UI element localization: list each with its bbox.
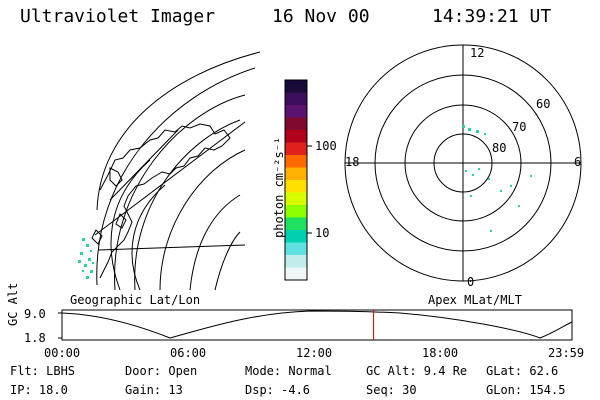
color-bar-segment (285, 242, 307, 256)
gc-alt-info: GC Alt: 9.4 Re (366, 364, 468, 378)
color-bar (285, 80, 307, 281)
geographic-map (78, 51, 261, 291)
color-bar-segment (285, 255, 307, 268)
mode-info: Mode: Normal (245, 364, 332, 378)
color-bar-segment (285, 205, 307, 218)
timeline-axis-label: GC Alt (6, 282, 20, 326)
date-label: 16 Nov 00 (272, 6, 370, 27)
mlt-label-12: 12 (470, 46, 485, 60)
color-bar-segment (285, 130, 307, 143)
color-bar-frame (284, 79, 308, 281)
aurora-dots-polar (462, 125, 532, 232)
color-bar-segment (285, 267, 307, 281)
seq-info: Seq: 30 (366, 383, 417, 397)
timeline-frame (61, 309, 573, 341)
color-bar-segment (285, 167, 307, 181)
color-bar-segment (285, 155, 307, 168)
mlt-label-0: 0 (467, 275, 475, 289)
timeline-xtick-2359: 23:59 (548, 346, 585, 360)
aurora-dots-geo (78, 238, 94, 279)
lat-label-80: 80 (492, 141, 507, 155)
color-bar-segment (285, 80, 307, 93)
timeline-xtick-0000: 00:00 (44, 346, 81, 360)
ip-info: IP: 18.0 (10, 383, 68, 397)
color-bar-segment (285, 142, 307, 156)
color-bar-segment (285, 230, 307, 243)
dsp-info: Dsp: -4.6 (245, 383, 311, 397)
timeline-xtick-1800: 18:00 (422, 346, 459, 360)
mlt-label-18: 18 (345, 155, 360, 169)
glat-info: GLat: 62.6 (486, 364, 559, 378)
color-bar-segment (285, 180, 307, 193)
mlt-label-6: 6 (574, 155, 582, 169)
longitude-lines (94, 121, 246, 291)
lat-label-60: 60 (536, 97, 551, 111)
timeline-ytick-1-8: 1.8 (24, 331, 46, 345)
color-bar-segment (285, 105, 307, 118)
filter-info: Flt: LBHS (10, 364, 76, 378)
polar-plot (344, 44, 582, 282)
instrument-title: Ultraviolet Imager (20, 6, 216, 27)
timeline-xtick-1200: 12:00 (296, 346, 333, 360)
color-bar-segment (285, 217, 307, 231)
polar-panel-label: Apex MLat/MLT (428, 293, 522, 307)
lat-label-70: 70 (512, 120, 527, 134)
timeline-panel (58, 309, 573, 341)
glon-info: GLon: 154.5 (486, 383, 566, 397)
colorbar-unit-label: photon cm⁻²s⁻¹ (272, 136, 286, 238)
gain-info: Gain: 13 (125, 383, 183, 397)
latitude-arcs (96, 51, 261, 291)
colorbar-tick-10: 10 (315, 226, 330, 240)
altitude-curve (61, 310, 573, 339)
door-info: Door: Open (125, 364, 198, 378)
coastline-outline (91, 123, 231, 279)
color-bar-ticks (307, 145, 312, 234)
colorbar-tick-100: 100 (315, 139, 337, 153)
time-label: 14:39:21 UT (432, 6, 552, 27)
color-bar-segment (285, 117, 307, 131)
color-bar-segment (285, 92, 307, 106)
color-bar-segment (285, 192, 307, 206)
timeline-ytick-9: 9.0 (24, 307, 46, 321)
geographic-panel-label: Geographic Lat/Lon (70, 293, 201, 307)
timeline-xtick-0600: 06:00 (170, 346, 207, 360)
